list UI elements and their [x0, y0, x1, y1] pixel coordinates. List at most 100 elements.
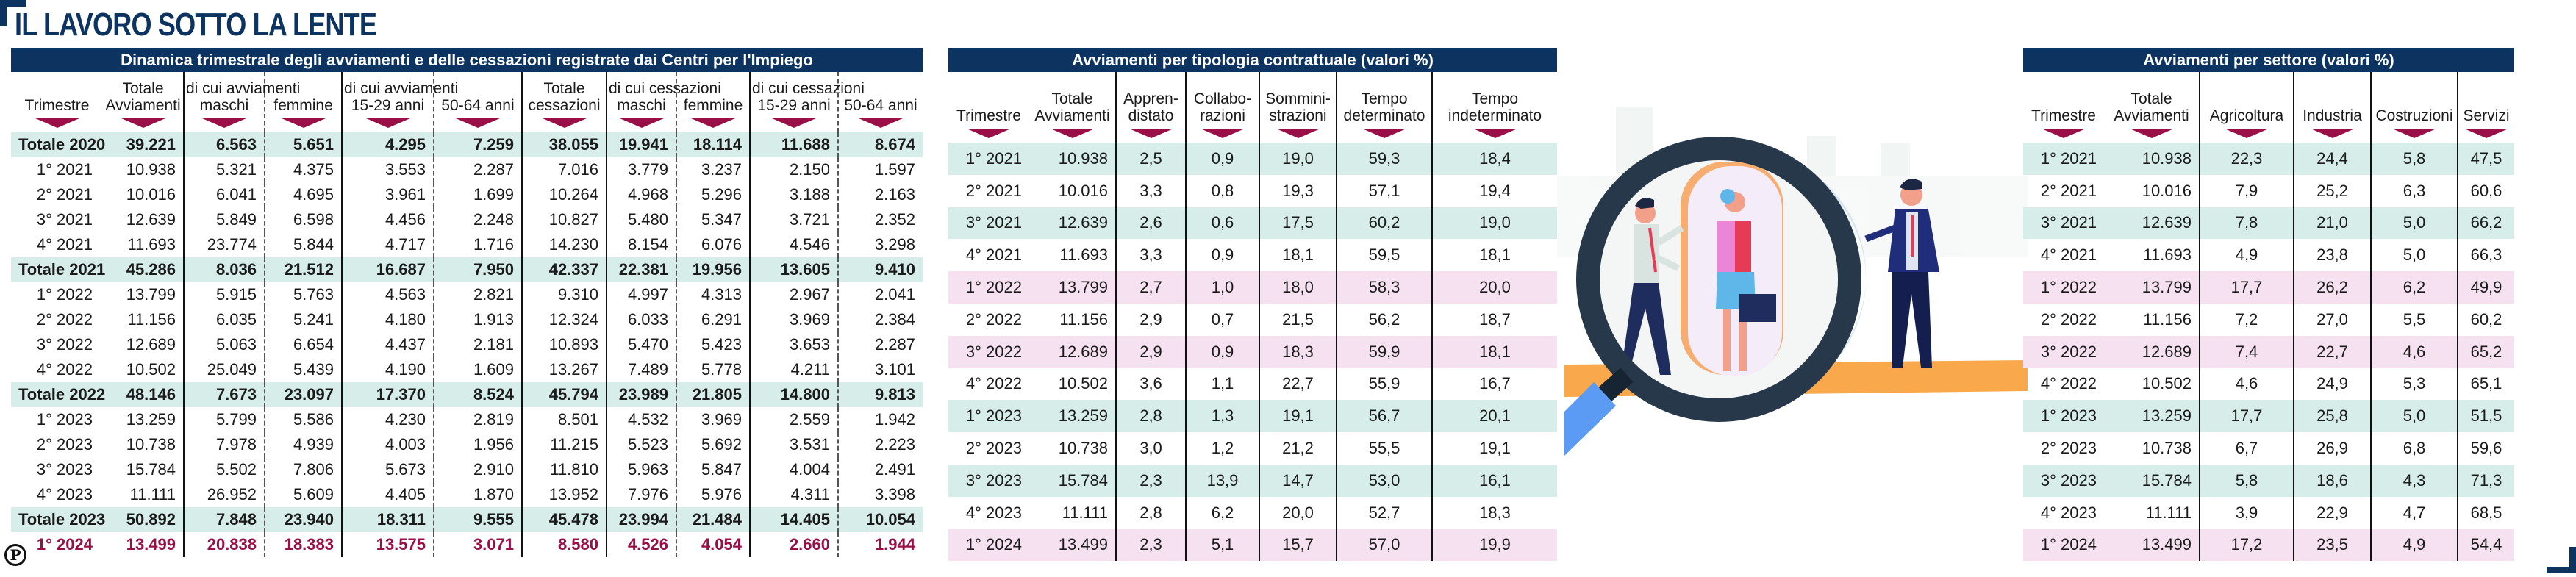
table-cell: 7.673 — [183, 382, 265, 407]
row-label: 4° 2023 — [36, 485, 93, 503]
sort-arrow-icon — [2464, 129, 2508, 138]
table-cell: 71,3 — [2457, 464, 2514, 497]
table-cell: 12.639 — [2104, 207, 2200, 240]
table-cell: 23.774 — [183, 232, 265, 257]
col-header-cess-femmine: femmine — [676, 72, 750, 132]
table-row: 4° 2021 11.693 4,9 23,8 5,0 66,3 — [2023, 239, 2514, 272]
table-cell: 10.502 — [1058, 374, 1108, 393]
table-settore: Avviamenti per settore (valori %) Trimes… — [2023, 48, 2514, 562]
table-cell: 60,6 — [2457, 174, 2514, 207]
table-cell: 4.295 — [341, 132, 434, 157]
table-row: 2° 2023 10.738 3,0 1,2 21,2 55,5 19,1 — [948, 432, 1557, 465]
table-cell: 5.763 — [264, 282, 342, 307]
table-cell: 3.961 — [341, 182, 434, 207]
table-cell: 4,9 — [2370, 528, 2458, 562]
table-cell: 4.563 — [341, 282, 434, 307]
table-row: 1° 2023 13.259 5.799 5.586 4.230 2.819 8.501 4.… — [11, 407, 923, 432]
table-cell: 18,1 — [1431, 239, 1557, 272]
table-cell: 59,9 — [1336, 335, 1432, 368]
table-cell: 4,6 — [2199, 368, 2294, 401]
table-cell: 3.779 — [606, 157, 676, 182]
table-cell: 4.695 — [264, 182, 342, 207]
table-cell: 6.033 — [606, 307, 676, 332]
table-cell: 4.190 — [341, 357, 434, 382]
table-cell: 60,2 — [1336, 207, 1432, 240]
table-cell: 14,7 — [1259, 464, 1337, 497]
table-cell: 8.524 — [433, 382, 522, 407]
table-cell: 3.298 — [837, 232, 923, 257]
row-label: 2° 2022 — [2040, 309, 2097, 329]
table-cell: 49,9 — [2457, 271, 2514, 304]
table-cell: 3,0 — [1115, 432, 1186, 465]
table-cell: 10.054 — [837, 507, 923, 532]
table-cell: 1.699 — [433, 182, 522, 207]
table-cell: 5.799 — [183, 407, 265, 432]
table-cell: 3.969 — [749, 307, 838, 332]
table-cell: 23,8 — [2293, 239, 2371, 272]
table-cell: 14.230 — [521, 232, 607, 257]
col-header-determinato: Tempo determinato — [1336, 72, 1432, 143]
table-cell: 4.004 — [749, 457, 838, 482]
table-row: 1° 2022 13.799 17,7 26,2 6,2 49,9 — [2023, 271, 2514, 304]
table-cell: 6,3 — [2370, 174, 2458, 207]
table-cell: 2.248 — [433, 207, 522, 232]
table-cell: 21,2 — [1259, 432, 1337, 465]
col-header-cess-15-29: di cui cessazioni 15-29 anni — [749, 72, 865, 132]
sort-arrow-icon — [1276, 129, 1320, 138]
table-cell: 0,9 — [1185, 143, 1259, 175]
table-cell: 7,8 — [2199, 207, 2294, 240]
table-cell: 58,3 — [1336, 271, 1432, 304]
figure-man-right — [1864, 179, 1939, 368]
table-cell: 14.800 — [749, 382, 838, 407]
col-header-avv-50-64: 50-64 anni — [433, 72, 522, 132]
table-row-total: Totale 2021 45.286 8.036 21.512 16.687 7.950 4… — [11, 257, 923, 282]
table-row: 2° 2022 11.156 7,2 27,0 5,5 60,2 — [2023, 303, 2514, 336]
col-header-costruzioni: Costruzioni — [2370, 72, 2458, 143]
table-row: 1° 2023 13.259 17,7 25,8 5,0 51,5 — [2023, 400, 2514, 433]
row-label: 1° 2022 — [2023, 271, 2104, 304]
table-cell: 0,8 — [1185, 174, 1259, 207]
table-cell: 2,8 — [1115, 400, 1186, 433]
table-cell: 11.693 — [2143, 246, 2192, 265]
row-label: 4° 2022 — [965, 374, 1022, 393]
table-cell: 10.738 — [126, 435, 176, 454]
col-header-indeterminato: Tempo indeterminato — [1431, 72, 1557, 143]
table-cell: 2.287 — [433, 157, 522, 182]
table-cell: 3.653 — [749, 332, 838, 357]
table-cell: 4.717 — [341, 232, 434, 257]
table-cell: 10.893 — [521, 332, 607, 357]
table-cell: 47,5 — [2457, 143, 2514, 175]
row-label: 2° 2021 — [2040, 181, 2097, 200]
table-cell: 2.041 — [837, 282, 923, 307]
table-cell: 23.940 — [264, 507, 342, 532]
table-cell: 8.580 — [521, 532, 607, 557]
col-header-avv-maschi: di cui avviamenti maschi — [183, 72, 300, 132]
table-cell: 13.499 — [2104, 528, 2200, 562]
table-cell: 1,1 — [1185, 368, 1259, 401]
table-cell: 21.512 — [264, 257, 342, 282]
table-cell: 1.597 — [837, 157, 923, 182]
table-row-total: Totale 2023 50.892 7.848 23.940 18.311 9.555 4… — [11, 507, 923, 532]
table-cell: 0,6 — [1185, 207, 1259, 240]
table-cell: 5,0 — [2370, 400, 2458, 433]
table-row: 4° 2022 10.502 25.049 5.439 4.190 1.609 13.267… — [11, 357, 923, 382]
table-cell: 65,2 — [2457, 335, 2514, 368]
sort-arrow-icon — [859, 118, 903, 128]
row-label: 1° 2024 — [36, 535, 93, 553]
table-cell: 8.674 — [837, 132, 923, 157]
row-label: 1° 2023 — [36, 410, 93, 429]
table-cell: 2,5 — [1115, 143, 1186, 175]
sort-arrow-icon — [35, 118, 79, 128]
table-cell: 10.738 — [2142, 439, 2192, 458]
publisher-logo: P — [4, 544, 26, 566]
table-cell: 6.654 — [264, 332, 342, 357]
sort-arrow-icon — [2129, 129, 2174, 138]
table-cell: 10.938 — [126, 160, 176, 179]
table-cell: 13.952 — [521, 482, 607, 507]
table-cell: 4,7 — [2370, 496, 2458, 529]
table-cell: 39.221 — [103, 132, 184, 157]
table-cell: 2.223 — [837, 432, 923, 457]
table-cell: 20,0 — [1431, 271, 1557, 304]
table-cell: 5.523 — [606, 432, 676, 457]
table-cell: 59,6 — [2457, 432, 2514, 465]
